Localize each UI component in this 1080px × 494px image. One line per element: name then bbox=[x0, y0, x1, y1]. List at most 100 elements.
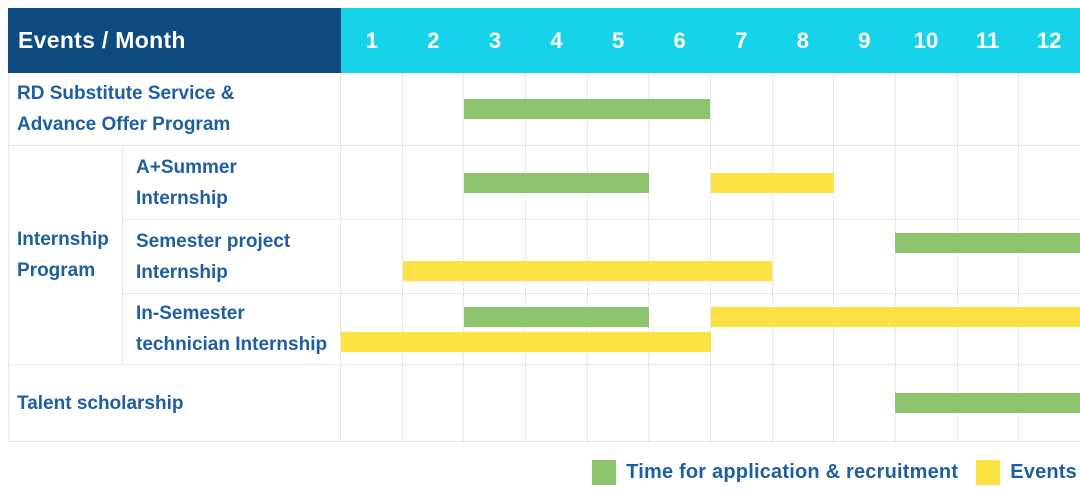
header-months-row: 1 2 3 4 5 6 7 8 9 10 11 12 bbox=[341, 8, 1080, 73]
gantt-bar-application-m3-m5 bbox=[464, 307, 649, 327]
month-gridline-cell bbox=[773, 294, 835, 364]
month-gridline-cell bbox=[1019, 294, 1080, 364]
month-gridline-cell bbox=[588, 220, 650, 293]
month-header-4: 4 bbox=[550, 27, 563, 53]
month-gridlines bbox=[341, 73, 1080, 145]
month-gridline-cell bbox=[834, 365, 897, 441]
month-header-12: 12 bbox=[1036, 27, 1062, 53]
month-gridline-cell bbox=[526, 365, 588, 441]
gantt-bar-event-m7-m8 bbox=[710, 172, 834, 193]
month-gridline-cell bbox=[834, 220, 897, 293]
month-header-11: 11 bbox=[975, 27, 1000, 53]
legend-label-events: Events bbox=[1010, 460, 1077, 483]
month-header-5: 5 bbox=[611, 27, 625, 53]
row-label-rd-substitute: RD Substitute Service & Advance Offer Pr… bbox=[8, 73, 341, 146]
month-gridline-cell bbox=[711, 294, 773, 364]
month-gridline-cell bbox=[834, 146, 897, 219]
month-gridline-cell bbox=[649, 365, 712, 441]
month-header-3: 3 bbox=[488, 27, 502, 53]
month-gridline-cell bbox=[403, 146, 465, 219]
month-gridline-cell bbox=[773, 73, 835, 145]
month-gridline-cell bbox=[649, 294, 712, 364]
month-gridline-cell bbox=[834, 294, 897, 364]
row-label-semester-project-internship: Semester project Internship bbox=[123, 220, 341, 294]
header-events-month-label: Events / Month bbox=[18, 27, 186, 53]
month-header-8: 8 bbox=[796, 27, 809, 53]
row-label-talent-scholarship: Talent scholarship bbox=[8, 365, 341, 442]
month-gridlines bbox=[341, 294, 1080, 364]
chart-row-rd-substitute bbox=[341, 73, 1080, 146]
month-gridline-cell bbox=[341, 365, 403, 441]
row-label-talent-scholarship-text: Talent scholarship bbox=[17, 392, 184, 414]
legend-swatch-events-icon bbox=[976, 459, 1001, 485]
month-gridline-cell bbox=[958, 294, 1020, 364]
month-gridline-cell bbox=[1019, 73, 1080, 145]
month-gridline-cell bbox=[341, 294, 403, 364]
row-label-a-summer-internship-text: A+Summer Internship bbox=[136, 156, 237, 209]
month-gridline-cell bbox=[403, 365, 465, 441]
legend: Time for application & recruitment Event… bbox=[592, 457, 1077, 487]
row-label-in-semester-technician-internship: In-Semester technician Internship bbox=[123, 294, 341, 365]
month-gridline-cell bbox=[711, 73, 773, 145]
month-gridline-cell bbox=[773, 146, 835, 219]
month-gridline-cell bbox=[588, 365, 650, 441]
chart-row-in-semester-technician-internship bbox=[341, 294, 1080, 365]
group-label-internship-program-text: Internship Program bbox=[17, 229, 109, 281]
row-label-semester-project-internship-text: Semester project Internship bbox=[136, 230, 291, 283]
month-gridline-cell bbox=[464, 365, 527, 441]
month-gridline-cell bbox=[526, 294, 588, 364]
month-gridline-cell bbox=[896, 294, 958, 364]
month-gridline-cell bbox=[958, 73, 1020, 145]
schedule-table: Events / Month 1 2 3 4 5 6 7 8 9 10 11 12 RD Substi… bbox=[8, 8, 1080, 442]
month-gridline-cell bbox=[649, 220, 712, 293]
month-gridline-cell bbox=[649, 73, 712, 145]
month-gridline-cell bbox=[773, 365, 835, 441]
gantt-bar-application-m10-m12 bbox=[895, 393, 1080, 413]
month-header-6: 6 bbox=[673, 27, 686, 53]
legend-label-application: Time for application & recruitment bbox=[626, 460, 959, 483]
month-gridline-cell bbox=[711, 220, 773, 293]
month-header-9: 9 bbox=[858, 27, 871, 53]
month-gridline-cell bbox=[403, 220, 465, 293]
month-gridline-cell bbox=[588, 294, 650, 364]
month-gridline-cell bbox=[834, 73, 897, 145]
row-label-a-summer-internship: A+Summer Internship bbox=[123, 146, 341, 220]
chart-row-a-summer-internship bbox=[341, 146, 1080, 220]
gantt-bar-event-m1-m6 bbox=[341, 332, 711, 352]
month-gridline-cell bbox=[341, 220, 403, 293]
month-header-2: 2 bbox=[427, 27, 440, 53]
gantt-bar-application-m3-m6 bbox=[464, 99, 711, 119]
month-gridline-cell bbox=[1019, 146, 1080, 219]
month-gridline-cell bbox=[773, 220, 835, 293]
month-header-1: 1 bbox=[365, 27, 378, 53]
month-gridline-cell bbox=[649, 146, 712, 219]
month-gridline-cell bbox=[1019, 220, 1080, 293]
month-gridline-cell bbox=[341, 146, 403, 219]
month-gridline-cell bbox=[958, 220, 1020, 293]
month-gridline-cell bbox=[896, 73, 958, 145]
month-gridlines bbox=[341, 220, 1080, 293]
month-gridline-cell bbox=[896, 220, 958, 293]
month-gridline-cell bbox=[403, 73, 465, 145]
month-header-7: 7 bbox=[735, 27, 748, 53]
month-gridline-cell bbox=[896, 146, 958, 219]
gantt-bar-application-m3-m5 bbox=[464, 172, 649, 193]
row-label-rd-substitute-text: RD Substitute Service & Advance Offer Pr… bbox=[17, 83, 235, 135]
month-gridline-cell bbox=[403, 294, 465, 364]
gantt-bar-application-m10-m12 bbox=[895, 233, 1080, 253]
gantt-bar-event-m2-m7 bbox=[402, 261, 773, 281]
month-gridline-cell bbox=[464, 220, 527, 293]
chart-row-semester-project-internship bbox=[341, 220, 1080, 294]
month-header-10: 10 bbox=[913, 27, 939, 53]
month-gridline-cell bbox=[958, 146, 1020, 219]
month-gridline-cell bbox=[711, 365, 773, 441]
month-gridline-cell bbox=[464, 294, 527, 364]
chart-row-talent-scholarship bbox=[341, 365, 1080, 442]
month-gridline-cell bbox=[341, 73, 403, 145]
row-label-in-semester-technician-internship-text: In-Semester technician Internship bbox=[136, 303, 328, 355]
gantt-bar-event-m7-m12 bbox=[710, 307, 1080, 327]
header-events-month-cell: Events / Month bbox=[8, 8, 341, 73]
month-gridline-cell bbox=[526, 220, 588, 293]
group-label-internship-program: Internship Program bbox=[8, 146, 123, 365]
